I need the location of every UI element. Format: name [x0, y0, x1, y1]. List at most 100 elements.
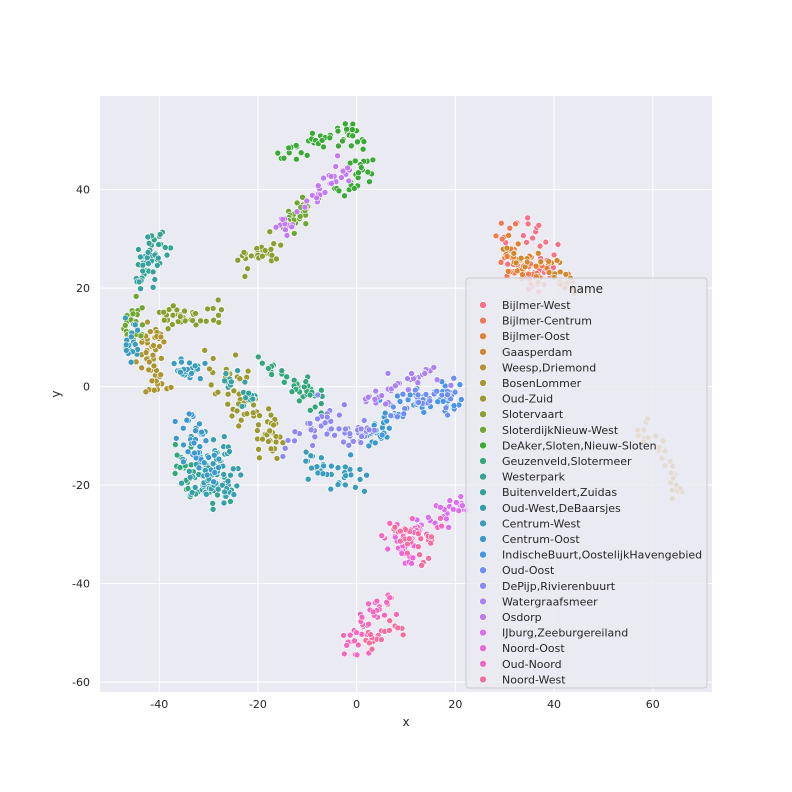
legend-marker — [479, 566, 487, 575]
data-point — [455, 507, 463, 515]
data-point — [190, 439, 198, 447]
data-point — [309, 130, 316, 137]
data-point — [234, 367, 241, 374]
data-point — [314, 391, 322, 399]
data-point — [404, 386, 412, 394]
data-point — [306, 420, 314, 427]
legend-label: Osdorp — [502, 611, 542, 624]
data-point — [438, 391, 446, 399]
data-point — [347, 142, 355, 150]
legend-marker — [479, 550, 487, 559]
series-points — [122, 314, 370, 495]
data-point — [180, 441, 187, 449]
legend-item: Watergraafsmeer — [479, 595, 598, 608]
legend-label: DePijp,Rivierenbuurt — [502, 580, 616, 593]
data-point — [426, 397, 434, 405]
legend-label: DeAker,Sloten,Nieuw-Sloten — [502, 439, 657, 452]
y-tick-labels: -60 -40 -20 0 20 40 — [72, 184, 90, 690]
series-points — [156, 228, 285, 333]
data-point — [340, 438, 347, 446]
data-point — [304, 475, 312, 483]
data-point — [237, 471, 245, 479]
data-point — [336, 411, 343, 419]
data-point — [285, 144, 293, 152]
data-point — [156, 231, 164, 238]
data-point — [183, 416, 191, 424]
data-point — [437, 503, 444, 511]
data-point — [155, 254, 162, 262]
data-point — [320, 462, 327, 470]
data-point — [268, 251, 276, 259]
data-point — [195, 464, 203, 472]
data-point — [378, 431, 386, 439]
legend-marker — [479, 316, 487, 325]
data-point — [254, 427, 261, 434]
data-point — [351, 157, 359, 165]
data-point — [292, 142, 300, 149]
data-point — [156, 343, 163, 350]
data-point — [204, 305, 211, 313]
data-point — [230, 465, 237, 473]
data-point — [222, 370, 230, 377]
data-point — [272, 433, 280, 440]
data-point — [382, 400, 389, 408]
data-point — [366, 178, 373, 185]
data-point — [523, 258, 531, 266]
data-point — [265, 438, 272, 445]
x-tick-labels: -40 -20 0 20 40 60 — [150, 698, 660, 711]
data-point — [176, 464, 184, 471]
data-point — [421, 370, 429, 377]
legend-label: Oud-Zuid — [502, 393, 553, 406]
legend-marker — [479, 675, 487, 684]
data-point — [433, 376, 441, 384]
series-points — [340, 514, 445, 659]
legend-item: Oud-Noord — [479, 658, 562, 671]
y-tick-label: 0 — [83, 381, 90, 394]
data-point — [328, 462, 335, 470]
data-point — [249, 409, 257, 417]
series-points — [132, 233, 259, 410]
legend-marker — [479, 613, 487, 621]
data-point — [335, 142, 342, 150]
data-point — [418, 561, 425, 569]
data-point — [306, 406, 314, 414]
data-point — [361, 487, 368, 495]
data-point — [532, 262, 540, 270]
data-point — [295, 397, 303, 405]
data-point — [309, 442, 316, 449]
data-point — [290, 230, 298, 237]
data-point — [291, 437, 298, 445]
data-point — [261, 247, 269, 254]
data-point — [163, 251, 171, 259]
data-point — [428, 533, 435, 541]
data-point — [211, 451, 218, 459]
data-point — [137, 253, 144, 261]
legend-item: Oud-Zuid — [479, 393, 553, 406]
data-point — [307, 426, 315, 434]
data-point — [142, 349, 150, 356]
data-point — [127, 358, 135, 366]
data-point — [503, 244, 511, 252]
data-point — [391, 523, 399, 531]
data-point — [545, 258, 553, 265]
data-point — [230, 387, 238, 395]
data-point — [177, 313, 184, 320]
data-point — [384, 370, 392, 377]
data-point — [364, 168, 372, 176]
data-point — [259, 435, 266, 443]
data-point — [357, 164, 365, 171]
data-point — [451, 388, 459, 396]
legend-label: IJburg,Zeeburgereiland — [502, 627, 628, 640]
data-point — [398, 550, 406, 557]
data-point — [314, 415, 321, 423]
legend-item: Noord-West — [479, 673, 566, 686]
data-point — [542, 238, 550, 246]
legend-item: IndischeBuurt,OostelijkHavengebied — [479, 549, 702, 562]
legend-item: Weesp,Driemond — [479, 361, 596, 374]
data-point — [394, 624, 402, 632]
data-point — [226, 448, 233, 455]
legend-label: IndischeBuurt,OostelijkHavengebied — [502, 549, 702, 562]
data-point — [517, 254, 525, 262]
data-point — [353, 651, 361, 659]
series-points — [272, 152, 353, 239]
